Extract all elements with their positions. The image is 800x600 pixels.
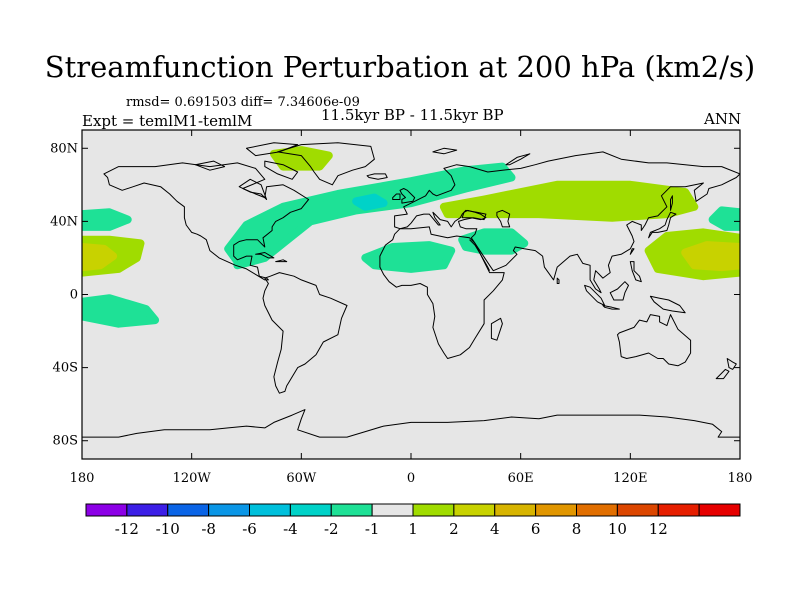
coastline-taiwan (629, 248, 635, 255)
colorbar-swatch (289, 503, 332, 517)
anomaly-north-atlantic-core (352, 193, 388, 211)
coastline-ireland (392, 193, 401, 200)
lat-tick-label: 0 (70, 288, 78, 303)
coastline-australia (617, 314, 692, 367)
colorbar-label: 4 (490, 520, 500, 538)
coastline-victoria-island (194, 160, 226, 171)
colorbar-swatch (698, 503, 741, 517)
coastline-cuba (255, 252, 275, 259)
anomaly-east-pacific-tropical (82, 294, 160, 328)
colorbar: -12 -10 -8 -6 -4 -2 -1 1 2 4 6 8 10 12 (85, 503, 741, 538)
coastline-caspian (496, 209, 511, 228)
colorbar-swatch (616, 503, 659, 517)
plot-title: Streamfunction Perturbation at 200 hPa (… (44, 50, 756, 84)
colorbar-label: -1 (365, 520, 380, 538)
coastline-new-guinea (649, 295, 686, 314)
colorbar-label: 8 (572, 520, 582, 538)
colorbar-swatch (208, 503, 250, 517)
coastline-java (602, 305, 620, 310)
colorbar-label: -8 (201, 520, 216, 538)
anomaly-eurasia-high (439, 180, 699, 222)
colorbar-label: -2 (324, 520, 339, 538)
lon-tick-label: 120E (613, 471, 647, 486)
axis-ticks: 80N 40N 0 40S 80S 180 120W 60W 0 60E 120E 180 (50, 130, 752, 486)
coastline-ellesmere (246, 142, 299, 157)
coastline-japan (648, 211, 677, 239)
lon-tick-label: 0 (407, 471, 415, 486)
experiment-label: Expt = temlM1-temlM (82, 112, 253, 130)
colorbar-swatch (576, 503, 618, 517)
colorbar-label: 10 (608, 520, 627, 538)
coastline-madagascar (490, 317, 503, 341)
lat-tick-label: 40S (53, 361, 78, 376)
lat-tick-label: 80S (53, 434, 78, 449)
coastline-baffin (264, 160, 299, 180)
coastline-north-america (103, 162, 310, 281)
colorbar-swatch (85, 503, 128, 517)
coastline-new-zealand-north (726, 358, 737, 370)
coastline-novaya-zemlya (505, 153, 531, 166)
coastline-greenland (277, 142, 375, 186)
colorbar-swatch (167, 503, 210, 517)
period-label: 11.5kyr BP - 11.5kyr BP (321, 106, 504, 124)
colorbar-swatch (412, 503, 455, 517)
colorbar-swatch (535, 503, 577, 517)
coastline-arabian-red-sea-gap (469, 239, 491, 271)
colorbar-swatch (657, 503, 700, 517)
coastline-philippines (629, 261, 642, 283)
lat-tick-label: 80N (50, 141, 78, 156)
colorbar-label: 2 (449, 520, 459, 538)
colorbar-label: -4 (283, 520, 298, 538)
colorbar-label: -6 (242, 520, 257, 538)
lon-tick-label: 60E (508, 471, 534, 486)
coastline-iceland (366, 173, 388, 180)
colorbar-label: 6 (531, 520, 541, 538)
colorbar-label: 1 (408, 520, 418, 538)
season-label: ANN (704, 110, 742, 128)
coastline-great-britain (399, 188, 416, 204)
colorbar-swatch (453, 503, 496, 517)
coastline-layer (82, 142, 740, 438)
lon-tick-label: 180 (728, 471, 753, 486)
coastline-new-zealand-south (715, 368, 730, 380)
lon-tick-label: 180 (70, 471, 95, 486)
coastline-africa (379, 226, 505, 359)
coastline-antarctica (82, 409, 740, 438)
coastline-hudson-bay (238, 178, 268, 200)
colorbar-swatch (330, 503, 373, 517)
lat-tick-label: 40N (50, 214, 78, 229)
coastline-svalbard (432, 147, 458, 155)
coastline-sakhalin (670, 195, 673, 211)
coastline-borneo (609, 281, 629, 301)
coastline-hispaniola (275, 259, 288, 263)
lon-tick-label: 60W (286, 471, 317, 486)
lon-tick-label: 120W (173, 471, 212, 486)
anomaly-east-pacific-core (82, 243, 118, 272)
colorbar-label: 12 (649, 520, 668, 538)
anomaly-west-pacific-core (681, 241, 740, 272)
anomaly-arabia (458, 228, 529, 255)
coastline-eurasia (394, 151, 740, 294)
colorbar-swatch (126, 503, 169, 517)
colorbar-swatch (371, 503, 414, 517)
colorbar-swatch (249, 503, 291, 517)
colorbar-label: -10 (156, 520, 180, 538)
rmsd-diff-stats: rmsd= 0.691503 diff= 7.34606e-09 (126, 95, 360, 110)
coastline-black-sea (461, 209, 487, 221)
colorbar-swatch (494, 503, 537, 517)
coastline-sri-lanka (556, 277, 560, 284)
anomaly-west-pacific-rim (708, 206, 740, 231)
anomaly-northeast-pacific (82, 208, 132, 231)
anomaly-north-atlantic-band (224, 162, 516, 270)
anomaly-subtropical-atlantic (361, 241, 456, 273)
colorbar-label: -12 (115, 520, 139, 538)
coastline-south-america (262, 272, 348, 394)
